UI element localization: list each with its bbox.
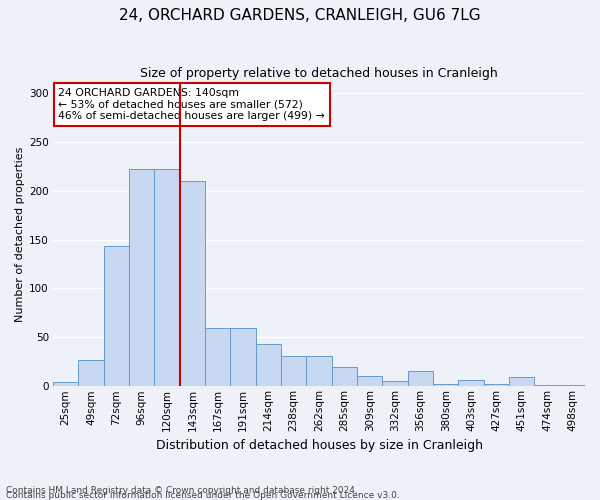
X-axis label: Distribution of detached houses by size in Cranleigh: Distribution of detached houses by size …: [155, 440, 482, 452]
Bar: [205, 328, 230, 386]
Bar: [458, 380, 484, 386]
Text: 24 ORCHARD GARDENS: 140sqm
← 53% of detached houses are smaller (572)
46% of sem: 24 ORCHARD GARDENS: 140sqm ← 53% of deta…: [58, 88, 325, 121]
Bar: [407, 370, 433, 386]
Bar: [433, 384, 458, 386]
Bar: [509, 378, 535, 386]
Title: Size of property relative to detached houses in Cranleigh: Size of property relative to detached ho…: [140, 68, 498, 80]
Bar: [230, 328, 256, 386]
Bar: [104, 246, 129, 386]
Bar: [180, 181, 205, 386]
Bar: [129, 169, 154, 386]
Text: 24, ORCHARD GARDENS, CRANLEIGH, GU6 7LG: 24, ORCHARD GARDENS, CRANLEIGH, GU6 7LG: [119, 8, 481, 22]
Bar: [79, 360, 104, 386]
Bar: [357, 376, 382, 386]
Bar: [281, 356, 307, 386]
Bar: [382, 382, 407, 386]
Bar: [53, 382, 79, 386]
Y-axis label: Number of detached properties: Number of detached properties: [15, 147, 25, 322]
Bar: [484, 384, 509, 386]
Bar: [256, 344, 281, 387]
Bar: [332, 366, 357, 386]
Text: Contains public sector information licensed under the Open Government Licence v3: Contains public sector information licen…: [6, 490, 400, 500]
Bar: [307, 356, 332, 386]
Text: Contains HM Land Registry data © Crown copyright and database right 2024.: Contains HM Land Registry data © Crown c…: [6, 486, 358, 495]
Bar: [154, 169, 180, 386]
